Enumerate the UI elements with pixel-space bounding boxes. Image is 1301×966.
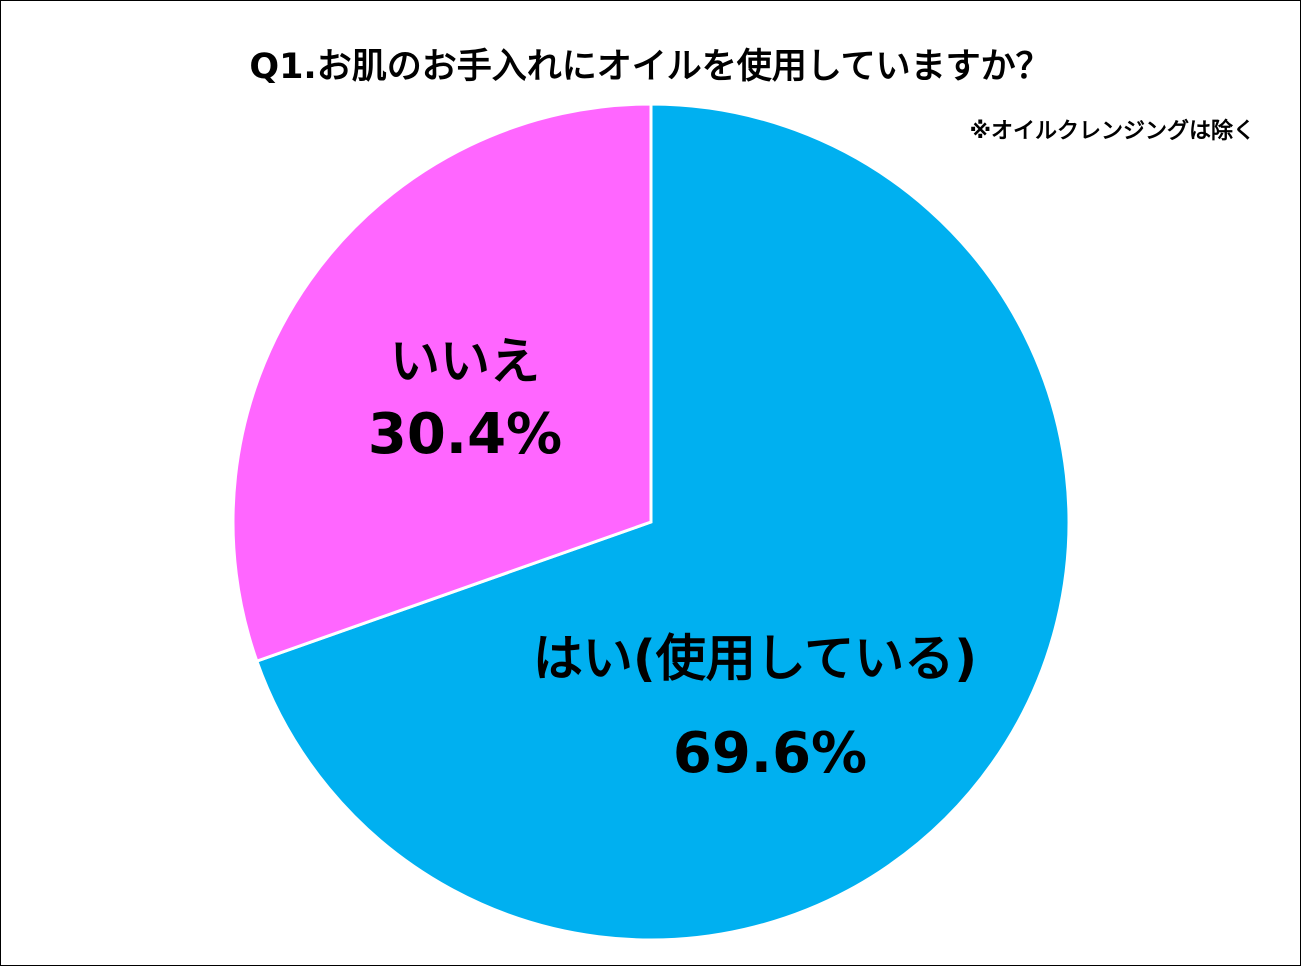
chart-note: ※オイルクレンジングは除く	[970, 118, 1255, 144]
pie-slice	[254, 102, 1071, 942]
slice-value-label: 69.6%	[673, 721, 867, 786]
slice-label: いいえ	[390, 333, 540, 391]
slice-label: はい(使用している)	[533, 630, 977, 688]
slice-value-label: 30.4%	[368, 402, 562, 467]
chart-title: Q1.お肌のお手入れにオイルを使用していますか？	[249, 47, 1050, 87]
pie-slice	[231, 102, 653, 664]
